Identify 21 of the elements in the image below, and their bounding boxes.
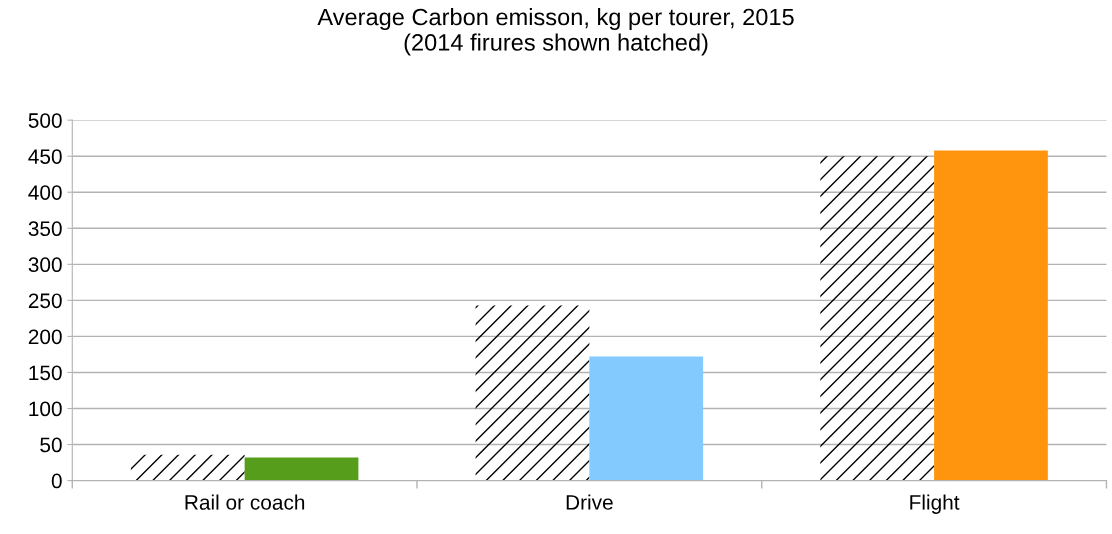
y-tick-label: 450 (28, 149, 62, 164)
bar (244, 457, 359, 481)
bar (589, 356, 704, 481)
x-tick-label: Flight (910, 494, 960, 514)
y-tick-label: 350 (28, 221, 62, 237)
y-tick-label: 0 (51, 473, 62, 489)
y-tick-label: 200 (28, 329, 62, 345)
y-tick-label: 500 (28, 113, 62, 128)
bar (934, 150, 1048, 481)
y-tick-label: 50 (40, 437, 62, 453)
bar (130, 454, 245, 481)
y-tick-label: 150 (29, 365, 62, 381)
y-tick-label: 100 (29, 401, 62, 417)
x-tick-label: Rail or coach (185, 494, 305, 510)
y-tick-label: 250 (28, 293, 62, 309)
y-tick-label: 400 (28, 185, 62, 200)
bar (820, 156, 935, 481)
bar (475, 305, 590, 481)
chart-title: Average Carbon emisson, kg per tourer, 2015 (2014 firures shown hatched) (317, 8, 794, 56)
y-tick-label: 300 (28, 257, 62, 273)
x-tick-label: Drive (566, 494, 613, 510)
